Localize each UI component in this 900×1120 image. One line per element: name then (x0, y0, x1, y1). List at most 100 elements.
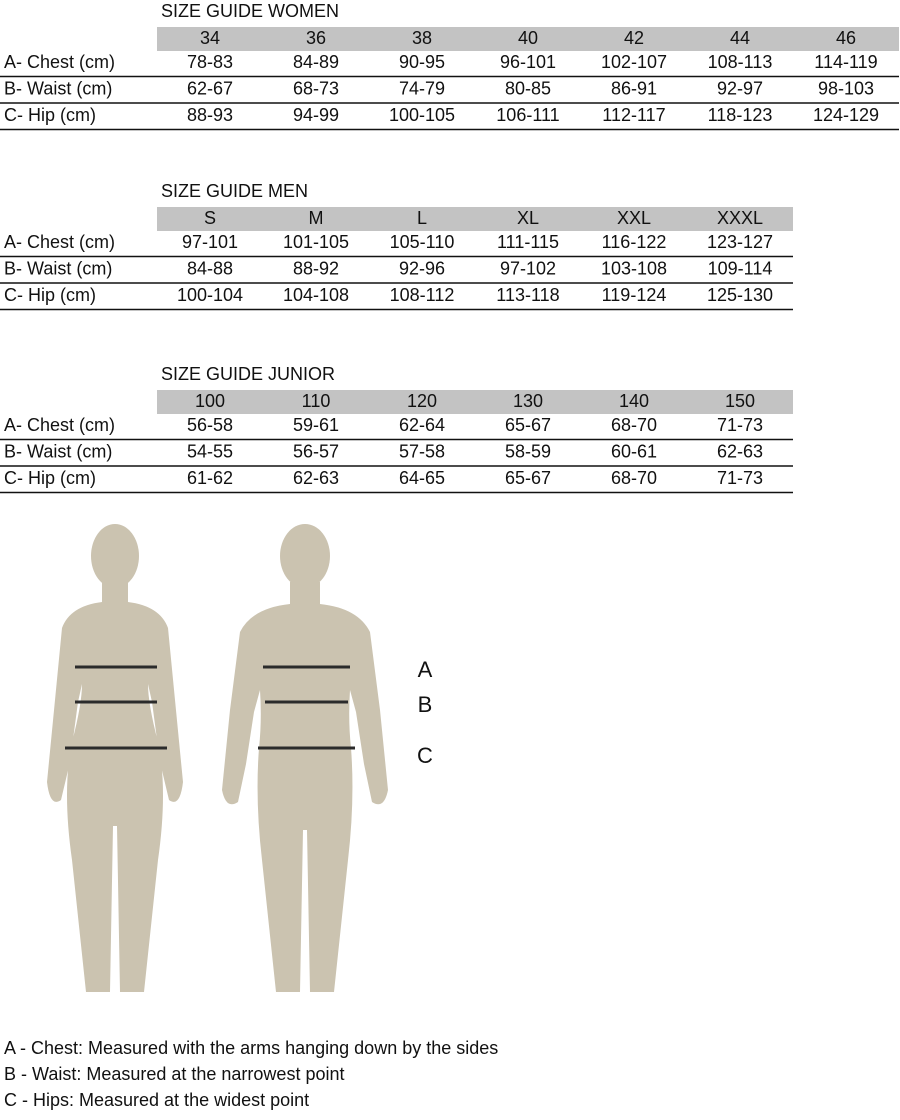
size-cell: 71-73 (717, 468, 763, 488)
row-label: B- Waist (cm) (4, 441, 112, 461)
size-header: 150 (725, 391, 755, 411)
size-cell: 98-103 (818, 78, 874, 98)
header-bar (157, 390, 793, 414)
size-header: M (309, 208, 324, 228)
size-cell: 88-93 (187, 105, 233, 125)
measure-marker: B (418, 692, 433, 717)
size-cell: 92-96 (399, 258, 445, 278)
size-header: 140 (619, 391, 649, 411)
size-cell: 86-91 (611, 78, 657, 98)
size-cell: 60-61 (611, 441, 657, 461)
size-cell: 104-108 (283, 285, 349, 305)
figures (47, 524, 388, 992)
size-header: XL (517, 208, 539, 228)
measure-marker: A (418, 657, 433, 682)
size-cell: 62-63 (293, 468, 339, 488)
size-header: 36 (306, 28, 326, 48)
size-cell: 105-110 (390, 232, 455, 252)
size-header: 100 (195, 391, 225, 411)
size-header: 46 (836, 28, 856, 48)
size-cell: 68-70 (611, 468, 657, 488)
size-cell: 61-62 (187, 468, 233, 488)
size-header: L (417, 208, 427, 228)
size-cell: 62-67 (187, 78, 233, 98)
size-cell: 116-122 (602, 232, 667, 252)
size-cell: 84-89 (293, 52, 339, 72)
size-cell: 54-55 (187, 441, 233, 461)
size-cell: 90-95 (399, 52, 445, 72)
measure-marker: C (417, 743, 433, 768)
male-body (222, 582, 388, 992)
size-cell: 100-104 (177, 285, 243, 305)
size-cell: 97-102 (500, 258, 556, 278)
size-header: 110 (302, 391, 331, 411)
size-cell: 58-59 (505, 441, 551, 461)
table-title: SIZE GUIDE MEN (161, 181, 308, 201)
size-cell: 123-127 (707, 232, 773, 252)
size-cell: 97-101 (182, 232, 238, 252)
size-cell: 68-73 (293, 78, 339, 98)
size-cell: 62-63 (717, 441, 763, 461)
size-header: XXXL (717, 208, 763, 228)
size-header: 120 (407, 391, 437, 411)
row-label: A- Chest (cm) (4, 232, 115, 252)
size-cell: 62-64 (399, 415, 445, 435)
size-cell: 108-113 (708, 52, 773, 72)
size-cell: 88-92 (293, 258, 339, 278)
size-header: 44 (730, 28, 750, 48)
note: A - Chest: Measured with the arms hangin… (4, 1038, 498, 1058)
size-cell: 65-67 (505, 468, 551, 488)
size-cell: 94-99 (293, 105, 339, 125)
size-header: XXL (617, 208, 651, 228)
size-cell: 74-79 (399, 78, 445, 98)
size-cell: 111-115 (497, 232, 559, 252)
size-cell: 113-118 (496, 285, 559, 305)
female-head (91, 524, 139, 588)
row-label: C- Hip (cm) (4, 468, 96, 488)
size-cell: 64-65 (399, 468, 445, 488)
size-cell: 102-107 (601, 52, 667, 72)
size-cell: 118-123 (708, 105, 773, 125)
size-header: 130 (513, 391, 543, 411)
size-cell: 106-111 (496, 105, 559, 125)
size-cell: 108-112 (390, 285, 455, 305)
size-cell: 125-130 (707, 285, 773, 305)
size-cell: 112-117 (602, 105, 665, 125)
size-cell: 68-70 (611, 415, 657, 435)
size-header: 34 (200, 28, 220, 48)
header-bar (157, 27, 899, 51)
size-header: S (204, 208, 216, 228)
size-cell: 56-57 (293, 441, 339, 461)
header-bar (157, 207, 793, 231)
size-cell: 119-124 (602, 285, 667, 305)
size-header: 38 (412, 28, 432, 48)
size-cell: 80-85 (505, 78, 551, 98)
size-cell: 114-119 (814, 52, 877, 72)
size-cell: 84-88 (187, 258, 233, 278)
size-cell: 92-97 (717, 78, 763, 98)
table-title: SIZE GUIDE WOMEN (161, 1, 339, 21)
size-header: 40 (518, 28, 538, 48)
size-cell: 109-114 (708, 258, 773, 278)
size-cell: 78-83 (187, 52, 233, 72)
row-label: B- Waist (cm) (4, 258, 112, 278)
size-cell: 100-105 (389, 105, 455, 125)
size-cell: 59-61 (293, 415, 339, 435)
size-cell: 56-58 (187, 415, 233, 435)
size-cell: 65-67 (505, 415, 551, 435)
size-cell: 57-58 (399, 441, 445, 461)
size-cell: 124-129 (813, 105, 879, 125)
row-label: C- Hip (cm) (4, 285, 96, 305)
table-title: SIZE GUIDE JUNIOR (161, 364, 335, 384)
female-body (47, 582, 183, 992)
size-cell: 71-73 (717, 415, 763, 435)
row-label: C- Hip (cm) (4, 105, 96, 125)
note: C - Hips: Measured at the widest point (4, 1090, 309, 1110)
size-cell: 101-105 (283, 232, 349, 252)
size-header: 42 (624, 28, 644, 48)
row-label: A- Chest (cm) (4, 415, 115, 435)
row-label: A- Chest (cm) (4, 52, 115, 72)
male-head (280, 524, 330, 588)
note: B - Waist: Measured at the narrowest poi… (4, 1064, 344, 1084)
